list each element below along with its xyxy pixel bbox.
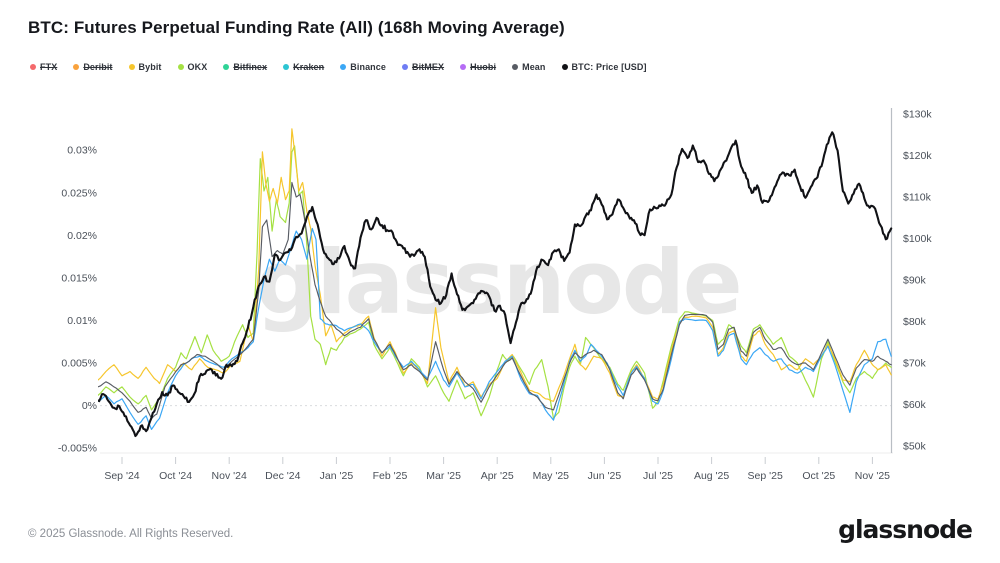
legend-item-label: Binance [350,62,386,72]
glassnode-logo: glassnode [838,515,973,544]
x-axis-tick-label: Sep '24 [104,470,139,482]
right-axis-tick-label: $100k [903,233,932,245]
legend-color-dot-icon [283,64,290,70]
series-line-bybit [98,128,892,402]
left-axis-tick-label: 0.005% [61,358,97,370]
x-axis-tick-label: Sep '25 [748,470,783,482]
x-axis-tick-label: Aug '25 [694,470,729,482]
x-axis-tick-label: Dec '24 [265,470,300,482]
right-axis-tick-label: $90k [903,275,927,287]
right-axis-tick-label: $80k [903,316,927,328]
right-axis-tick-label: $130k [903,109,932,121]
legend-color-dot-icon [73,64,80,70]
watermark-text: glassnode [255,231,740,334]
legend-item-label: Kraken [293,62,325,72]
chart-plot-area[interactable]: glassnode Sep '24 Oct '24 Nov '24 Dec '24 Jan… [0,90,1000,510]
legend-item-btc-price-usd[interactable]: BTC: Price [USD] [561,62,647,72]
legend-item-label: BTC: Price [USD] [571,62,647,72]
series-line-btc-price-usd [98,131,893,438]
legend-item-kraken[interactable]: Kraken [283,62,324,72]
right-axis-tick-label: $110k [903,192,932,204]
left-axis-tick-label: 0.025% [61,187,97,199]
legend-item-binance[interactable]: Binance [340,62,386,72]
right-axis-tick-label: $120k [903,150,932,162]
legend-item-label: Bybit [138,62,162,72]
x-axis-tick-label: Oct '25 [802,470,835,482]
legend-item-deribit[interactable]: Deribit [73,62,112,72]
left-axis-tick-label: 0.01% [67,315,97,327]
legend-color-dot-icon [30,64,36,70]
legend-color-dot-icon [512,64,519,70]
x-axis-tick-label: May '25 [533,470,570,482]
series-line-mean [98,181,892,419]
series-line-okx [98,145,892,419]
right-axis-tick-label: $50k [903,441,927,453]
x-axis-tick-label: Jan '25 [320,470,354,482]
legend-item-label: Bitfinex [233,62,268,72]
legend-item-bitmex[interactable]: BitMEX [401,62,445,72]
legend-item-huobi[interactable]: Huobi [460,62,496,72]
legend-item-label: Huobi [470,62,497,72]
legend-item-okx[interactable]: OKX [177,62,208,72]
right-axis-tick-label: $60k [903,399,927,411]
x-axis-tick-label: Oct '24 [159,470,192,482]
x-axis-tick-label: Feb '25 [373,470,408,482]
legend-color-dot-icon [223,64,230,70]
legend-color-dot-icon [128,64,135,70]
left-axis-tick-label: 0.03% [67,145,97,157]
copyright-text: © 2025 Glassnode. All Rights Reserved. [28,528,234,540]
legend-item-mean[interactable]: Mean [512,62,545,72]
legend-color-dot-icon [561,64,568,70]
left-axis-tick-label: 0.02% [67,230,97,242]
legend-color-dot-icon [340,64,347,70]
right-axis-tick-label: $70k [903,358,927,370]
legend-color-dot-icon [177,64,184,70]
legend-item-label: OKX [187,62,208,72]
x-axis-tick-label: Nov '25 [855,470,890,482]
left-axis-tick-label: 0% [82,400,97,412]
legend-item-bitfinex[interactable]: Bitfinex [223,62,267,72]
legend-item-label: BitMEX [411,62,445,72]
legend-color-dot-icon [460,64,467,70]
legend-item-bybit[interactable]: Bybit [128,62,162,72]
left-axis-tick-label: -0.005% [58,443,97,455]
x-axis-tick-label: Jul '25 [643,470,673,482]
x-axis-tick-label: Nov '24 [212,470,247,482]
x-axis-tick-label: Apr '25 [481,470,514,482]
left-axis-tick-label: 0.015% [61,272,97,284]
legend-item-ftx[interactable]: FTX [30,62,57,72]
page-title: BTC: Futures Perpetual Funding Rate (All… [28,18,565,37]
x-axis-tick-label: Mar '25 [426,470,461,482]
x-axis-tick-label: Jun '25 [588,470,622,482]
legend-item-label: FTX [40,62,58,72]
legend-item-label: Deribit [83,62,113,72]
legend: FTX Deribit Bybit OKX Bitfinex Kraken Binance B… [30,62,647,72]
legend-item-label: Mean [522,62,546,72]
legend-color-dot-icon [401,64,408,70]
